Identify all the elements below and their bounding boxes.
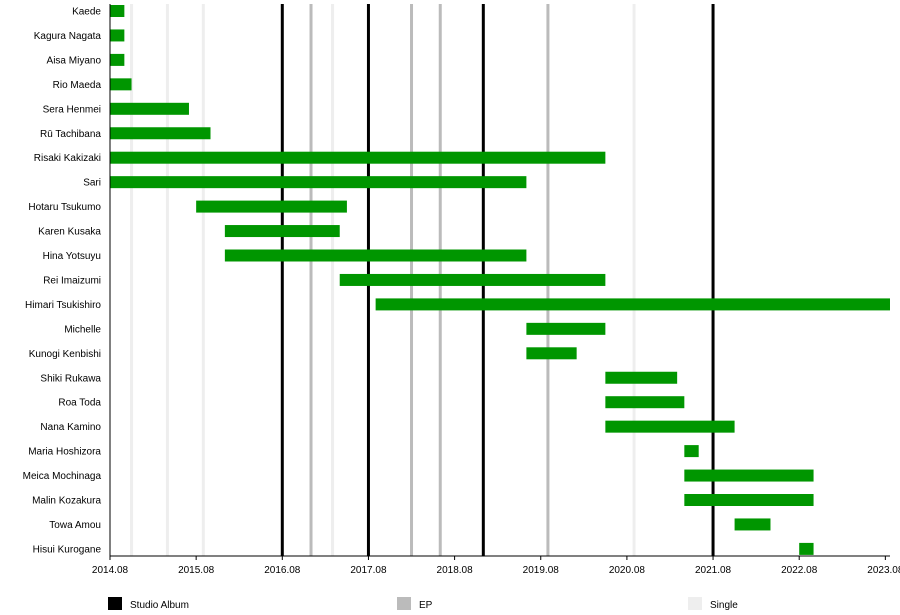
member-tenure-bar [110,102,189,115]
member-tenure-bar [196,200,347,213]
member-name-label: Maria Hoshizora [28,447,101,458]
x-tick-label: 2020.08 [609,565,646,576]
member-name-label: Hina Yotsuyu [43,251,101,262]
member-tenure-bar [684,445,699,458]
x-tick-label: 2022.08 [781,565,818,576]
member-name-label: Kunogi Kenbishi [29,349,101,360]
member-name-label: Sari [83,178,101,189]
member-tenure-bar [684,494,814,506]
x-tick-label: 2019.08 [523,565,560,576]
member-tenure-bar [110,78,132,91]
member-name-label: Himari Tsukishiro [25,300,101,311]
member-tenure-bar [605,420,735,433]
x-axis: 2014.08 2015.08 2016.08 2017.08 2018.08 2019.… [92,4,900,576]
member-name-label: Rei Imaizumi [43,275,101,286]
member-name-label: Michelle [64,324,101,335]
member-tenure-bar [110,29,125,42]
member-name-label: Risaki Kakizaki [34,153,101,164]
member-name-label: Sera Henmei [43,104,101,115]
member-name-label: Karen Kusaka [38,227,101,238]
legend: Studio Album EP Single [108,597,738,611]
member-name-label: Malin Kozakura [32,496,101,507]
member-tenure-bar [110,176,527,189]
member-tenure-bar [734,518,771,531]
member-name-label: Meica Mochinaga [23,471,102,482]
member-name-label: Shiki Rukawa [40,373,101,384]
member-tenure-bar [605,371,678,384]
member-tenure-bar [526,322,606,335]
member-name-label: Hisui Kurogane [33,544,102,555]
member-tenure-bar [684,469,814,482]
member-labels: Kaede Kagura Nagata Aisa Miyano Rio Maeda Se… [23,7,102,556]
member-name-label: Rio Maeda [53,80,102,91]
member-tenure-bar [224,225,340,238]
x-tick-label: 2014.08 [92,565,129,576]
release-lines [130,4,715,556]
member-name-label: Aisa Miyano [47,55,102,66]
member-tenure-bar [110,53,125,66]
member-tenure-bar [110,127,211,140]
member-name-label: Roa Toda [58,398,101,409]
member-tenure-bar [375,298,891,311]
x-tick-label: 2015.08 [178,565,215,576]
x-tick-label: 2017.08 [350,565,387,576]
member-tenure-bar [605,396,685,409]
x-tick-label: 2021.08 [695,565,732,576]
x-tick-label: 2016.08 [264,565,301,576]
member-name-label: Nana Kamino [40,422,101,433]
member-tenure-bar [526,347,577,360]
member-tenure-bar [110,151,606,164]
x-tick-label: 2023.08 [867,565,900,576]
ep-legend-swatch [397,597,411,610]
member-name-label: Kagura Nagata [34,31,102,42]
member-tenure-bar [224,249,527,262]
member-bars [110,5,891,555]
member-name-label: Towa Amou [49,520,101,531]
single-legend-swatch [688,597,702,610]
member-tenure-bar [110,5,125,17]
studio-album-legend-swatch [108,597,122,610]
ep-legend-label: EP [419,600,433,611]
member-name-label: Kaede [72,7,101,18]
member-tenure-bar [339,273,606,286]
member-name-label: Hotaru Tsukumo [28,202,101,213]
single-legend-label: Single [710,600,738,611]
studio-album-legend-label: Studio Album [130,600,189,611]
member-name-label: Rū Tachibana [40,129,101,140]
x-tick-label: 2018.08 [437,565,474,576]
member-tenure-bar [799,542,814,555]
